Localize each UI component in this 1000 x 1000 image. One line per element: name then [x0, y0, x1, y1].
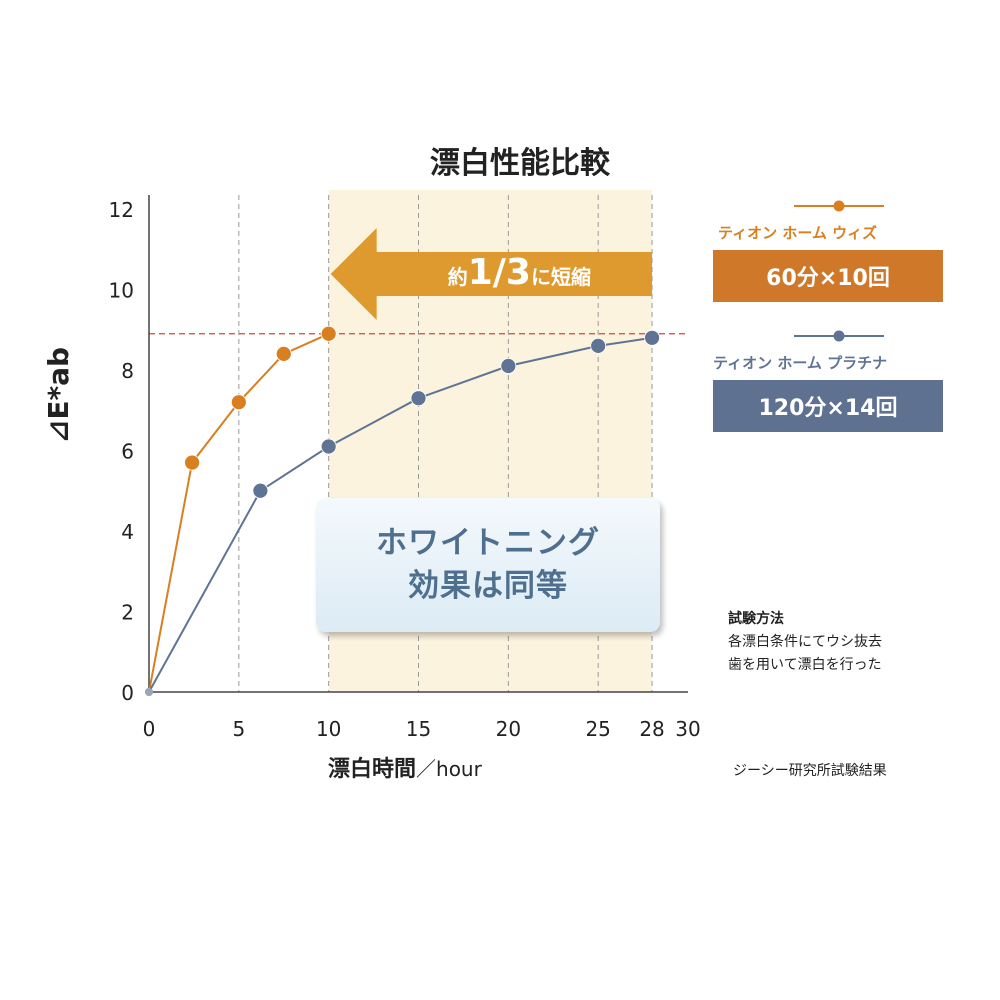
series-1-point — [184, 454, 201, 471]
test-method-line-1: 各漂白条件にてウシ抜去 — [728, 634, 882, 651]
y-tick-label: 10 — [109, 279, 134, 303]
y-axis-label: ⊿E*ab — [42, 346, 75, 444]
x-tick-label: 30 — [675, 717, 700, 741]
series-2-point — [252, 482, 269, 499]
legend-series-2-name: ティオン ホーム プラチナ — [713, 354, 888, 372]
arrow-label: 約1/3に短縮 — [448, 252, 591, 293]
y-tick-label: 2 — [121, 601, 134, 625]
y-tick-label: 4 — [121, 520, 134, 544]
legend-series-1-detail: 60分×10回 — [713, 250, 943, 302]
series-2-point — [320, 438, 337, 455]
x-tick-label: 0 — [143, 717, 156, 741]
test-method-line-2: 歯を用いて漂白を行った — [728, 657, 882, 674]
arrow-label-suffix: に短縮 — [531, 265, 591, 289]
chart-title: 漂白性能比較 — [430, 146, 610, 181]
y-tick-label: 6 — [121, 440, 134, 464]
arrow-shape — [330, 228, 653, 320]
x-axis-label: 漂白時間／hour — [328, 751, 482, 783]
legend-marker-2 — [833, 330, 845, 342]
arrow-label-prefix: 約 — [448, 265, 468, 289]
legend-series-2-detail: 120分×14回 — [713, 380, 943, 432]
arrow-label-emphasis: 1/3 — [468, 252, 531, 293]
x-axis-unit: ／hour — [416, 757, 482, 781]
x-tick-label: 20 — [496, 717, 521, 741]
x-tick-label: 5 — [232, 717, 245, 741]
series-2-point — [500, 358, 517, 374]
series-2-point — [590, 337, 607, 354]
source-note: ジーシー研究所試験結果 — [733, 763, 887, 779]
series-2-point — [644, 329, 660, 346]
x-tick-label: 10 — [316, 717, 341, 741]
x-tick-label: 15 — [406, 717, 431, 741]
x-tick-label: 28 — [639, 717, 664, 741]
whitening-callout: ホワイトニング 効果は同等 — [316, 498, 660, 632]
test-method-title: 試験方法 — [728, 611, 784, 627]
callout-line-1: ホワイトニング — [376, 524, 600, 561]
y-tick-label: 12 — [109, 198, 134, 222]
callout-line-2: 効果は同等 — [408, 568, 568, 604]
legend-marker-1 — [833, 200, 845, 212]
legend-series-1-name: ティオン ホーム ウィズ — [718, 224, 878, 242]
test-method: 試験方法 各漂白条件にてウシ抜去 歯を用いて漂白を行った — [728, 608, 882, 677]
series-2-origin-point — [145, 688, 153, 696]
series-1-point — [230, 394, 247, 411]
x-axis-label-text: 漂白時間 — [328, 757, 417, 782]
series-1-point — [320, 325, 337, 342]
y-tick-label: 0 — [121, 681, 134, 705]
series-1-point — [275, 345, 292, 362]
x-tick-label: 25 — [585, 717, 610, 741]
y-tick-label: 8 — [121, 359, 134, 383]
series-2-point — [410, 390, 427, 407]
